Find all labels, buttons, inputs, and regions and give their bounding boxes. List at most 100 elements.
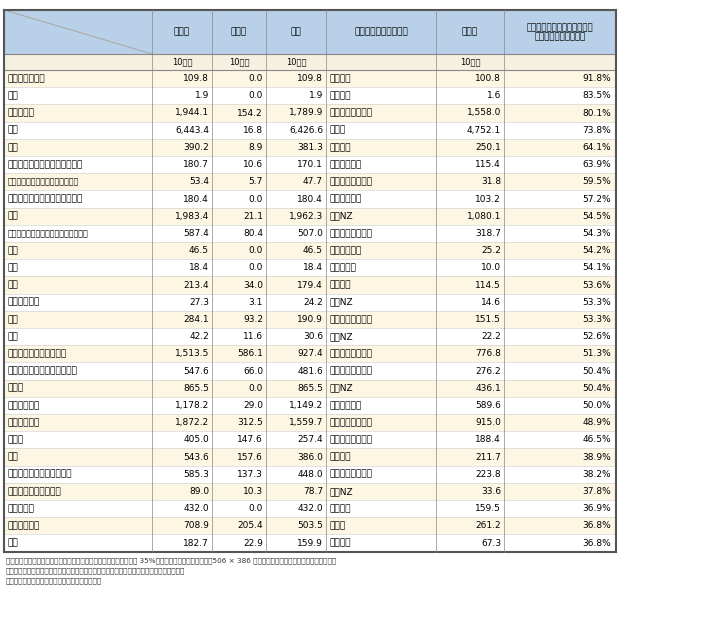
Text: 865.5: 865.5 — [297, 383, 323, 393]
Text: 42.2: 42.2 — [189, 332, 209, 341]
Text: 48.9%: 48.9% — [582, 418, 611, 427]
Text: 53.3%: 53.3% — [582, 315, 611, 324]
Text: 34.0: 34.0 — [243, 281, 263, 290]
Text: 1.9: 1.9 — [194, 91, 209, 100]
Text: 中国（含む香港）: 中国（含む香港） — [330, 108, 373, 117]
Text: 78.7: 78.7 — [303, 487, 323, 496]
Text: 1,983.4: 1,983.4 — [175, 212, 209, 221]
Text: 中国（含む香港）: 中国（含む香港） — [330, 418, 373, 427]
Text: 輸入割合（総供給比）: 輸入割合（総供給比） — [534, 33, 585, 41]
Text: 432.0: 432.0 — [297, 504, 323, 513]
Text: 37.8%: 37.8% — [582, 487, 611, 496]
Text: 5.7: 5.7 — [248, 177, 263, 186]
Text: 52.6%: 52.6% — [582, 332, 611, 341]
Text: 6,426.6: 6,426.6 — [289, 126, 323, 135]
Text: 587.4: 587.4 — [184, 229, 209, 238]
Text: 10億円: 10億円 — [229, 57, 249, 66]
Text: 原塩: 原塩 — [8, 246, 19, 255]
Text: 中国（含む香港）: 中国（含む香港） — [330, 435, 373, 444]
Text: 776.8: 776.8 — [475, 349, 501, 359]
Text: 211.7: 211.7 — [475, 452, 501, 461]
Text: 10.6: 10.6 — [243, 160, 263, 169]
Text: 最大の輸入先国・地域からの: 最大の輸入先国・地域からの — [527, 24, 593, 33]
Text: 91.8%: 91.8% — [582, 74, 611, 83]
Text: 100.8: 100.8 — [475, 74, 501, 83]
Text: 27.3: 27.3 — [189, 298, 209, 307]
Text: 180.4: 180.4 — [184, 195, 209, 204]
Text: 1,149.2: 1,149.2 — [289, 401, 323, 410]
Text: 石炭: 石炭 — [8, 212, 19, 221]
Text: 18.4: 18.4 — [189, 263, 209, 272]
Text: 589.6: 589.6 — [475, 401, 501, 410]
Text: 865.5: 865.5 — [183, 383, 209, 393]
Text: 38.2%: 38.2% — [582, 470, 611, 478]
Text: 381.3: 381.3 — [297, 143, 323, 152]
Text: 国産品: 国産品 — [231, 27, 247, 36]
Text: 284.1: 284.1 — [184, 315, 209, 324]
Text: 63.9%: 63.9% — [582, 160, 611, 169]
Text: アメリカ: アメリカ — [330, 91, 351, 100]
Bar — [4, 328, 616, 345]
Text: 0.0: 0.0 — [248, 195, 263, 204]
Bar — [4, 259, 616, 276]
Bar — [4, 466, 616, 483]
Text: 1.9: 1.9 — [309, 91, 323, 100]
Text: 22.9: 22.9 — [243, 538, 263, 547]
Text: 109.8: 109.8 — [297, 74, 323, 83]
Text: 大豆: 大豆 — [8, 281, 19, 290]
Bar — [4, 311, 616, 328]
Text: 24.2: 24.2 — [303, 298, 323, 307]
Text: 古紙: 古紙 — [8, 91, 19, 100]
Text: 22.2: 22.2 — [481, 332, 501, 341]
Text: 中近東: 中近東 — [330, 521, 346, 530]
Text: 寝具: 寝具 — [8, 315, 19, 324]
Text: 1,513.5: 1,513.5 — [175, 349, 209, 359]
Bar — [4, 414, 616, 431]
Text: 915.0: 915.0 — [475, 418, 501, 427]
Bar — [4, 362, 616, 380]
Text: 豪・NZ: 豪・NZ — [330, 487, 354, 496]
Text: アセアン: アセアン — [330, 504, 351, 513]
Text: 1,558.0: 1,558.0 — [467, 108, 501, 117]
Text: 51.3%: 51.3% — [582, 349, 611, 359]
Bar — [4, 54, 616, 70]
Text: 36.8%: 36.8% — [582, 521, 611, 530]
Text: ゴム製・プラスチック製履物: ゴム製・プラスチック製履物 — [8, 366, 78, 376]
Bar — [4, 431, 616, 449]
Text: 312.5: 312.5 — [238, 418, 263, 427]
Text: 1,944.1: 1,944.1 — [175, 108, 209, 117]
Text: 585.3: 585.3 — [183, 470, 209, 478]
Text: 114.5: 114.5 — [475, 281, 501, 290]
Text: 1,559.7: 1,559.7 — [289, 418, 323, 427]
Text: 6,443.4: 6,443.4 — [175, 126, 209, 135]
Text: 輸入: 輸入 — [291, 27, 302, 36]
Text: 223.8: 223.8 — [475, 470, 501, 478]
Text: コーヒー豆・カカオ豆（輸入）: コーヒー豆・カカオ豆（輸入） — [8, 195, 84, 204]
Text: 他に分類されない非食用耕種作物: 他に分類されない非食用耕種作物 — [8, 177, 79, 186]
Text: 非鉄金属屑: 非鉄金属屑 — [8, 504, 35, 513]
Text: 318.7: 318.7 — [475, 229, 501, 238]
Text: 50.4%: 50.4% — [582, 383, 611, 393]
Text: 115.4: 115.4 — [475, 160, 501, 169]
Text: 180.7: 180.7 — [183, 160, 209, 169]
Text: 豪・NZ: 豪・NZ — [330, 383, 354, 393]
Text: 大麦: 大麦 — [8, 332, 19, 341]
Text: 電子計算機本体（パソコンを除く。）: 電子計算機本体（パソコンを除く。） — [8, 229, 89, 238]
Text: 157.6: 157.6 — [237, 452, 263, 461]
Bar — [4, 122, 616, 139]
Text: 雑穀: 雑穀 — [8, 143, 19, 152]
Text: 鉄鉱石: 鉄鉱石 — [8, 383, 24, 393]
Text: 10億円: 10億円 — [172, 57, 192, 66]
Text: 14.6: 14.6 — [481, 298, 501, 307]
Text: 33.6: 33.6 — [481, 487, 501, 496]
Text: 159.5: 159.5 — [475, 504, 501, 513]
Text: 708.9: 708.9 — [183, 521, 209, 530]
Text: 481.6: 481.6 — [297, 366, 323, 376]
Text: その他の食肉: その他の食肉 — [8, 298, 40, 307]
Text: 10.0: 10.0 — [481, 263, 501, 272]
Text: 190.9: 190.9 — [297, 315, 323, 324]
Text: 448.0: 448.0 — [297, 470, 323, 478]
Text: 資料：経済産業省「延長産業連関表」から作成。: 資料：経済産業省「延長産業連関表」から作成。 — [6, 577, 102, 584]
Bar — [4, 70, 616, 87]
Text: 927.4: 927.4 — [297, 349, 323, 359]
